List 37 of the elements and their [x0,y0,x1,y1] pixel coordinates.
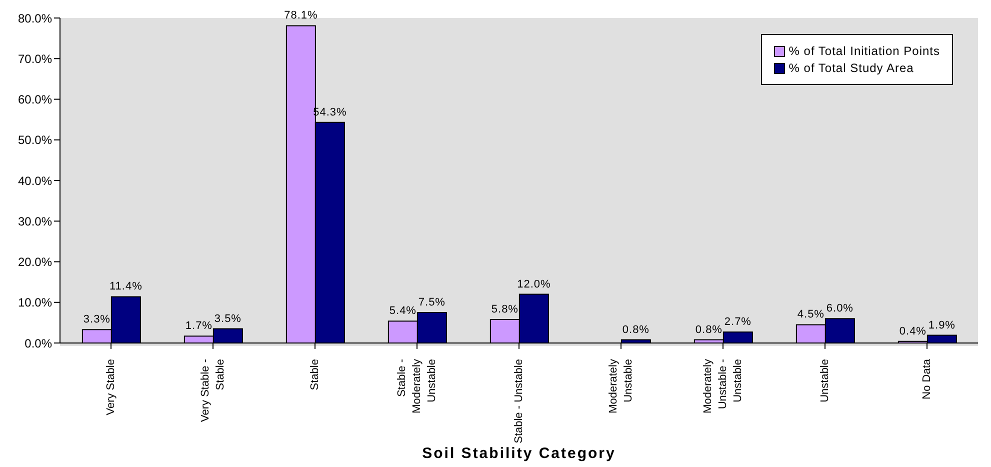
y-tick-label: 40.0% [18,174,52,188]
x-axis-title: Soil Stability Category [421,445,617,462]
y-tick-label: 30.0% [18,214,52,228]
y-tick-label: 0.0% [24,336,52,350]
legend-label: % of Total Initiation Points [788,44,940,58]
y-tick-label: 80.0% [18,11,52,26]
x-tick-label: Moderately Unstable [607,358,634,414]
data-label: 3.3% [83,314,110,326]
data-label: 0.8% [695,324,722,336]
data-label: 0.8% [622,324,650,336]
legend-label: % of Total Study Area [788,61,914,75]
y-tick-label: 60.0% [18,92,52,107]
y-tick-label: 50.0% [18,133,52,148]
x-tick-label: Stable - Moderately Unstable [396,358,438,414]
y-tick-label: 10.0% [18,296,52,310]
data-label: 78.1% [284,10,318,22]
x-tick-label: Very Stable - Stable [199,358,226,422]
x-tick-label: Moderately Unstable - Unstable [702,358,744,414]
data-label: 1.9% [928,319,956,332]
x-tick-label: Unstable [818,359,831,402]
data-label: 7.5% [418,296,446,309]
data-label: 4.5% [797,308,824,321]
data-label: 1.7% [185,320,212,332]
data-label: 3.5% [214,312,242,325]
x-tick-label: No Data [920,358,933,400]
y-tick-label: 20.0% [18,255,52,270]
data-label: 2.7% [724,316,752,328]
data-label: 12.0% [517,278,551,290]
x-tick-label: Very Stable [104,359,117,416]
data-label: 11.4% [110,280,142,293]
x-tick-label: Stable [308,359,321,390]
y-tick-label: 70.0% [18,52,52,66]
data-label: 0.4% [899,325,926,338]
x-tick-label: Stable - Unstable [512,359,525,444]
data-label: 5.8% [491,303,518,316]
data-label: 6.0% [826,302,854,315]
data-label: 5.4% [389,305,416,318]
